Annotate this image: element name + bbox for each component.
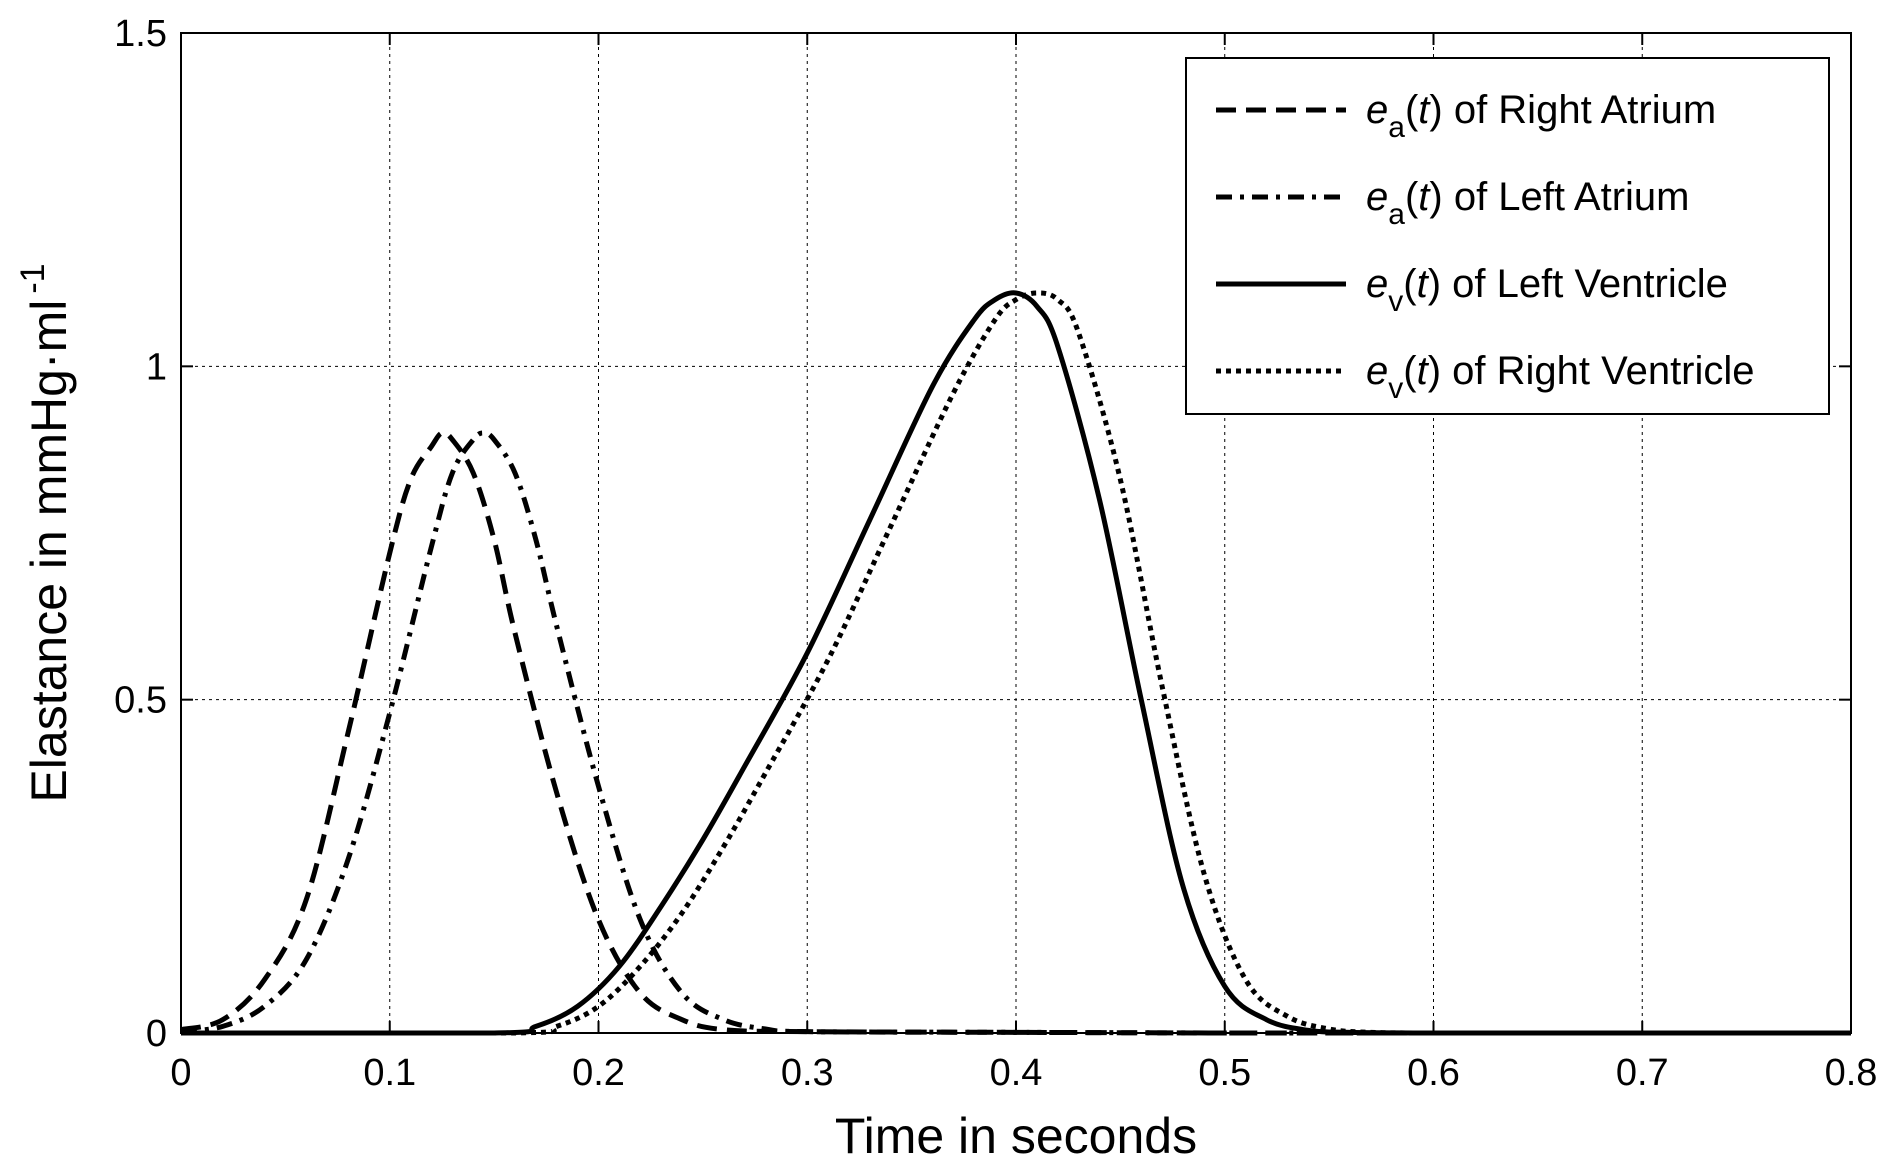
x-tick-label: 0.8 [1825, 1052, 1878, 1094]
x-tick-label: 0.2 [572, 1052, 625, 1094]
x-tick-label: 0 [170, 1052, 191, 1094]
grid-layer [181, 33, 1851, 1033]
y-tick-label: 0 [146, 1013, 167, 1055]
x-tick-label: 0.7 [1616, 1052, 1669, 1094]
y-axis-title: Elastance in mmHg·ml -1 [14, 263, 77, 802]
series-line-e-v-t-of-left-ventricle [180, 290, 1851, 1036]
series-line-e-v-t-of-right-ventricle [180, 290, 1851, 1036]
legend-label-e-v-t-of-left-ventricle: ev(t) of Left Ventricle [1366, 262, 1728, 318]
x-tick-label: 0.4 [990, 1052, 1043, 1094]
y-axis-title-main: Elastance in mmHg·ml [21, 300, 77, 803]
series-line-e-a-t-of-right-atrium [180, 430, 1851, 1036]
legend: ea(t) of Right Atrium ea(t) of Left Atriu… [1185, 57, 1830, 415]
y-tick-label: 1 [146, 346, 167, 388]
legend-label-e-v-t-of-right-ventricle: ev(t) of Right Ventricle [1366, 349, 1755, 405]
series-line-e-a-t-of-left-atrium [180, 430, 1851, 1036]
y-tick-label: 1.5 [114, 13, 167, 55]
legend-label-e-a-t-of-right-atrium: ea(t) of Right Atrium [1366, 88, 1716, 144]
y-tick-label: 0.5 [114, 680, 167, 722]
legend-box [1185, 57, 1830, 415]
x-tick-label: 0.3 [781, 1052, 834, 1094]
tick-layer: 0 0.1 0.2 0.3 0.4 0.5 0.6 0.7 0.8 0 0.5 1 1.5 [114, 13, 1877, 1094]
x-axis-title: Time in seconds [835, 1108, 1197, 1164]
x-tick-label: 0.6 [1407, 1052, 1460, 1094]
x-tick-label: 0.1 [363, 1052, 416, 1094]
y-axis-title-superscript: -1 [14, 263, 52, 293]
legend-entries: ea(t) of Right Atrium ea(t) of Left Atriu… [1216, 88, 1755, 405]
legend-label-e-a-t-of-left-atrium: ea(t) of Left Atrium [1366, 175, 1690, 231]
series-layer [180, 290, 1851, 1036]
x-tick-label: 0.5 [1198, 1052, 1251, 1094]
